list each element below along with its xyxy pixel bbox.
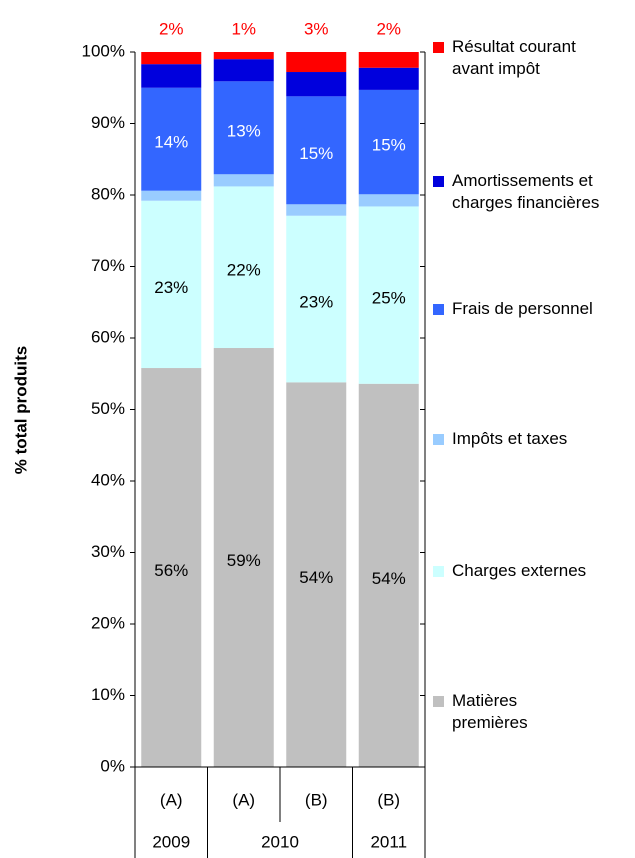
bar-segment bbox=[358, 194, 419, 207]
y-tick-label: 50% bbox=[91, 399, 125, 418]
y-tick-label: 40% bbox=[91, 470, 125, 489]
y-tick-label: 70% bbox=[91, 256, 125, 275]
value-label: 54% bbox=[372, 569, 406, 588]
y-tick-label: 10% bbox=[91, 685, 125, 704]
value-label: 3% bbox=[304, 19, 329, 38]
legend-swatch bbox=[433, 566, 444, 577]
bar-segment bbox=[286, 382, 347, 767]
bar-segment bbox=[213, 348, 274, 767]
legend-swatch bbox=[433, 304, 444, 315]
legend-label: Charges externes bbox=[452, 561, 587, 580]
x-tick-label: (A) bbox=[160, 790, 183, 809]
bar-segment bbox=[213, 81, 274, 175]
value-label: 25% bbox=[372, 289, 406, 308]
value-label: 13% bbox=[227, 121, 261, 140]
group-label: 2010 bbox=[261, 832, 299, 851]
bar-segment bbox=[286, 96, 347, 205]
legend-label: Matières premières bbox=[452, 691, 528, 732]
bar-segment bbox=[358, 206, 419, 384]
value-label: 2% bbox=[159, 19, 184, 38]
bar-segment bbox=[213, 174, 274, 187]
bar-segment bbox=[141, 87, 202, 191]
x-tick-label: (B) bbox=[377, 790, 400, 809]
value-label: 14% bbox=[154, 133, 188, 152]
y-tick-label: 100% bbox=[82, 41, 125, 60]
value-label: 15% bbox=[299, 144, 333, 163]
y-tick-label: 60% bbox=[91, 327, 125, 346]
legend-label: Résultat courant avant impôt bbox=[452, 37, 576, 78]
bar-segment bbox=[141, 368, 202, 767]
bar-segment bbox=[141, 200, 202, 369]
value-label: 54% bbox=[299, 568, 333, 587]
value-label: 23% bbox=[154, 278, 188, 297]
value-label: 15% bbox=[372, 136, 406, 155]
legend-swatch bbox=[433, 696, 444, 707]
y-tick-label: 30% bbox=[91, 542, 125, 561]
y-tick-label: 90% bbox=[91, 113, 125, 132]
legend-swatch bbox=[433, 176, 444, 187]
bar-segment bbox=[141, 64, 202, 88]
bar-segment bbox=[141, 190, 202, 201]
bar-segment bbox=[358, 67, 419, 90]
bar-segment bbox=[286, 72, 347, 97]
y-tick-label: 20% bbox=[91, 613, 125, 632]
bar-segment bbox=[213, 59, 274, 82]
bar-segment bbox=[213, 186, 274, 349]
legend-label: Impôts et taxes bbox=[452, 429, 568, 448]
y-tick-label: 80% bbox=[91, 184, 125, 203]
bar-segment bbox=[286, 204, 347, 216]
bar-segment bbox=[213, 52, 274, 60]
value-label: 22% bbox=[227, 261, 261, 280]
legend-swatch bbox=[433, 42, 444, 53]
bar-segment bbox=[358, 89, 419, 195]
value-label: 23% bbox=[299, 293, 333, 312]
group-label: 2011 bbox=[370, 832, 407, 851]
y-tick-label: 0% bbox=[100, 756, 125, 775]
bar-segment bbox=[358, 383, 419, 767]
legend-label: Frais de personnel bbox=[452, 299, 593, 318]
value-label: 59% bbox=[227, 551, 261, 570]
y-axis-label: % total produits bbox=[11, 346, 30, 474]
x-tick-label: (B) bbox=[305, 790, 328, 809]
group-label: 2009 bbox=[152, 832, 190, 851]
bar-segment bbox=[141, 52, 202, 65]
bar-segment bbox=[286, 52, 347, 73]
legend-label: Amortissements et charges financières bbox=[452, 171, 600, 212]
bar-segment bbox=[286, 215, 347, 383]
value-label: 2% bbox=[376, 19, 401, 38]
value-label: 1% bbox=[231, 19, 256, 38]
value-label: 56% bbox=[154, 561, 188, 580]
x-tick-label: (A) bbox=[232, 790, 255, 809]
legend-swatch bbox=[433, 434, 444, 445]
bar-segment bbox=[358, 52, 419, 68]
